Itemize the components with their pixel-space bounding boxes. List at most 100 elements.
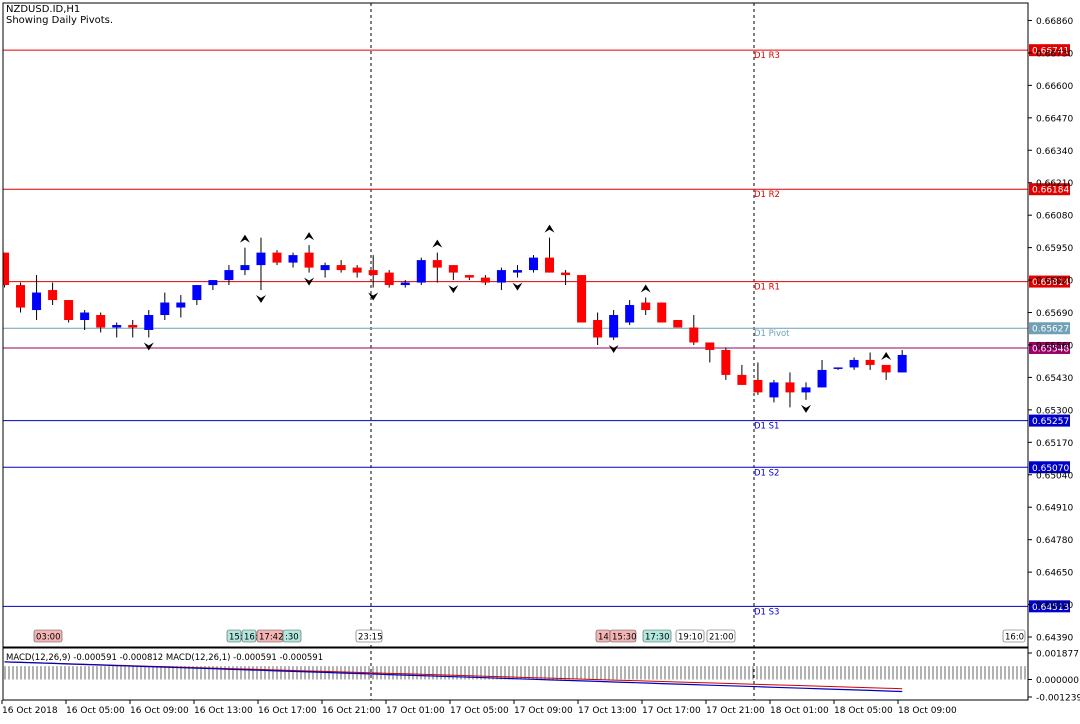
bear-candle: [432, 260, 442, 268]
bear-candle: [448, 265, 458, 273]
pivot-name: D1 R1: [754, 283, 780, 293]
bull-candle: [817, 369, 827, 388]
bear-candle: [737, 374, 747, 385]
price-badge-text: 0.64513: [1032, 603, 1069, 613]
bull-candle: [160, 302, 170, 316]
bear-candle: [785, 382, 795, 393]
bull-candle: [833, 367, 843, 369]
session-marker: [706, 629, 736, 643]
chart-grid: [370, 3, 755, 700]
price-badge: [1029, 600, 1070, 613]
fractal-markers: [143, 224, 892, 413]
time-tick-label: 16 Oct 2018: [2, 706, 58, 716]
bull-candle: [144, 315, 154, 330]
session-marker: [1002, 629, 1026, 643]
bull-candle: [625, 305, 635, 323]
bull-candle: [320, 265, 330, 271]
macd-pane-frame: [2, 647, 1029, 701]
price-tick-label: 0.66470: [1036, 114, 1073, 124]
session-marker: [241, 629, 257, 643]
bull-candle: [192, 285, 202, 301]
bear-candle: [865, 359, 875, 365]
bear-candle: [705, 342, 715, 350]
price-tick-label: 0.66860: [1036, 17, 1073, 27]
price-badge-text: 0.65070: [1032, 464, 1069, 474]
price-tick-label: 0.65690: [1036, 309, 1073, 319]
bear-candle: [464, 275, 474, 278]
macd-tick-label: -0.001239: [1036, 694, 1080, 704]
bull-candle: [609, 315, 619, 338]
bear-candle: [304, 252, 314, 268]
bear-candle: [561, 272, 571, 276]
bear-candle: [593, 320, 603, 338]
session-marker: [226, 629, 242, 643]
price-badge-text: 0.65627: [1032, 325, 1069, 335]
bull-candle: [496, 270, 506, 283]
time-tick-label: 16 Oct 17:00: [258, 706, 317, 716]
session-label: 16:: [244, 633, 258, 643]
bear-candle: [272, 252, 282, 263]
session-marker: [609, 629, 637, 643]
bull-candle: [288, 255, 298, 263]
bull-candle: [256, 252, 266, 266]
session-marker: [355, 629, 383, 643]
time-tick-label: 17 Oct 17:00: [642, 706, 701, 716]
bull-candle: [416, 260, 426, 283]
symbol-title: NZDUSD.ID,H1: [6, 4, 81, 15]
session-label: 19:10: [678, 633, 703, 643]
fractal-down-icon: [143, 342, 154, 351]
fractal-down-icon: [448, 285, 459, 294]
bear-candle: [96, 315, 106, 328]
time-tick-label: 16 Oct 05:00: [66, 706, 125, 716]
pivot-name: D1 R2: [754, 190, 780, 200]
fractal-down-icon: [255, 295, 266, 304]
bear-candle: [545, 257, 555, 273]
bull-candle: [32, 292, 42, 311]
session-marker: [33, 629, 63, 643]
price-tick-label: 0.65950: [1036, 244, 1073, 254]
bear-candle: [64, 300, 74, 321]
price-tick-label: 0.66730: [1036, 49, 1073, 59]
price-badge-text: 0.65548: [1032, 344, 1069, 354]
main-pane-frame: [2, 2, 1029, 648]
bear-candle: [881, 364, 891, 373]
bear-candle: [3, 252, 9, 286]
bear-candle: [384, 272, 394, 286]
session-label: :30: [285, 633, 299, 643]
price-badge-text: 0.65257: [1032, 417, 1069, 427]
bear-candle: [368, 270, 378, 276]
bear-candle: [577, 275, 587, 323]
bear-candle: [753, 379, 763, 393]
price-tick-label: 0.65170: [1036, 439, 1073, 449]
price-tick-label: 0.66340: [1036, 147, 1073, 157]
pivot-name: D1 S1: [754, 422, 779, 432]
time-tick-label: 17 Oct 13:00: [578, 706, 637, 716]
fractal-up-icon: [881, 351, 892, 360]
session-label: 15:: [229, 633, 243, 643]
fractal-down-icon: [512, 282, 523, 291]
bull-candle: [801, 387, 811, 393]
time-tick-label: 18 Oct 01:00: [770, 706, 829, 716]
bear-candle: [48, 290, 58, 301]
macd-main-line: [4, 661, 903, 693]
price-tick-label: 0.65430: [1036, 374, 1073, 384]
price-badge: [1029, 183, 1070, 196]
price-tick-label: 0.66210: [1036, 179, 1073, 189]
macd-tick-label: 0.000000: [1036, 676, 1079, 686]
price-badge-text: 0.66184: [1032, 186, 1069, 196]
bear-candle: [657, 302, 667, 323]
price-badge-text: 0.65814: [1032, 278, 1069, 288]
bull-candle: [224, 270, 234, 281]
price-badge: [1029, 414, 1070, 427]
price-tick-label: 0.65820: [1036, 277, 1073, 287]
bull-candle: [176, 302, 186, 308]
bear-candle: [16, 285, 26, 308]
price-tick-label: 0.65040: [1036, 471, 1073, 481]
macd-panel: MACD(12,26,9) -0.000591 -0.000812 MACD(1…: [4, 653, 1026, 693]
session-label: 14:: [598, 633, 612, 643]
chart-subtitle: Showing Daily Pivots.: [6, 15, 114, 26]
time-tick-label: 16 Oct 21:00: [322, 706, 381, 716]
